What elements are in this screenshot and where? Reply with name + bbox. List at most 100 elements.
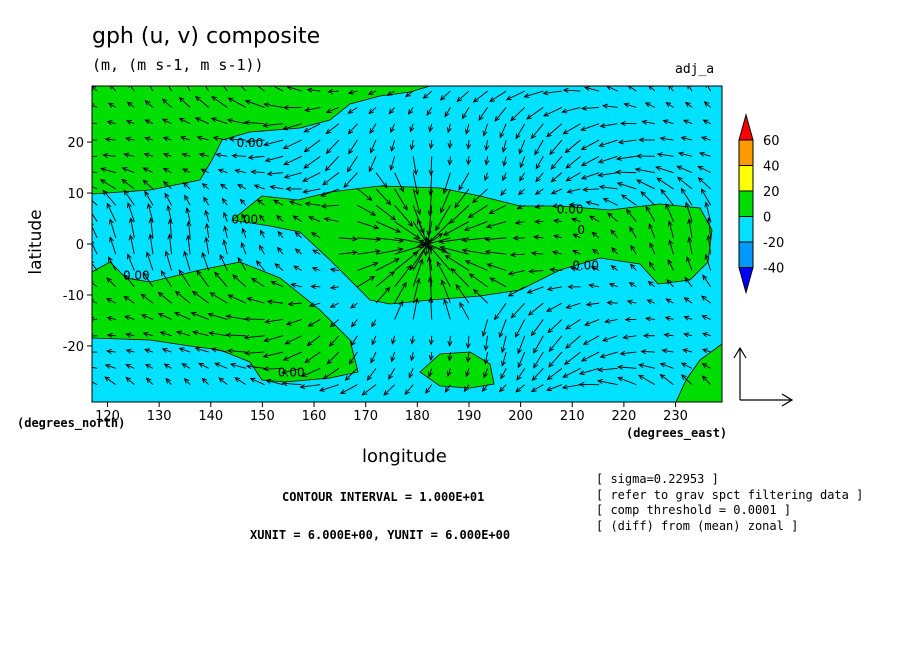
wind-vector-head	[181, 168, 188, 174]
wind-vector-head	[144, 100, 151, 106]
wind-vector	[357, 237, 381, 241]
wind-vector	[482, 384, 488, 392]
wind-vector-head	[179, 136, 186, 141]
wind-vector	[92, 282, 98, 288]
wind-vector-head	[591, 231, 598, 238]
wind-vector-head	[125, 332, 132, 338]
wind-vector-head	[240, 241, 246, 248]
wind-vector-head	[550, 176, 557, 183]
wind-vector	[394, 221, 420, 239]
wind-vector	[598, 367, 618, 371]
wind-vector-head	[395, 227, 402, 233]
wind-vector	[589, 215, 600, 222]
wind-vector	[201, 168, 209, 174]
wind-vector-head	[528, 268, 535, 274]
wind-vector-head	[602, 336, 609, 342]
y-tick-label: 0	[76, 238, 84, 253]
wind-vector-head	[161, 118, 168, 124]
wind-vector	[426, 237, 433, 271]
wind-vector-head	[562, 129, 569, 135]
wind-vector	[303, 188, 321, 193]
wind-vector	[665, 102, 674, 108]
wind-vector	[130, 86, 135, 92]
wind-vector-head	[638, 137, 645, 143]
wind-vector-head	[389, 271, 395, 277]
wind-vector	[531, 384, 544, 392]
wind-vector-head	[393, 258, 400, 263]
wind-vector	[620, 351, 637, 355]
wind-vector-head	[157, 313, 164, 318]
wind-vector	[309, 302, 321, 307]
wind-vector	[531, 319, 544, 336]
wind-vector-head	[467, 213, 474, 219]
wind-vector	[357, 204, 376, 216]
wind-vector	[237, 184, 247, 190]
wind-vector	[645, 317, 655, 320]
wind-vector	[163, 136, 172, 141]
wind-vector-head	[125, 364, 132, 369]
wind-vector	[430, 139, 433, 149]
wind-vector-head	[623, 102, 630, 108]
wind-vector	[348, 90, 358, 94]
wind-vector-head	[302, 177, 309, 182]
y-axis-units: (degrees_north)	[17, 416, 126, 430]
wind-vector-head	[565, 304, 572, 309]
contour-label: 0.00	[557, 202, 584, 216]
wind-vector	[565, 319, 581, 330]
wind-vector-head	[466, 159, 472, 166]
wind-vector-head	[263, 141, 270, 147]
wind-vector	[324, 218, 339, 223]
wind-vector	[681, 137, 693, 141]
wind-vector-head	[374, 249, 381, 255]
wind-vector	[302, 172, 321, 182]
wind-vector	[292, 215, 302, 222]
wind-vector-head	[163, 363, 170, 369]
wind-vector	[485, 139, 489, 151]
wind-vector-head	[701, 188, 706, 195]
wind-vector-head	[568, 202, 575, 208]
wind-vector-head	[304, 201, 311, 207]
wind-vector-head	[196, 135, 203, 141]
wind-vector	[683, 119, 693, 125]
wind-vector	[600, 123, 618, 127]
wind-vector-head	[178, 347, 185, 353]
wind-vector	[410, 123, 414, 132]
wind-vector	[467, 156, 470, 165]
wind-vector	[617, 182, 637, 190]
wind-vector-head	[219, 183, 226, 189]
wind-vector	[312, 249, 321, 255]
wind-vector-head	[526, 114, 533, 120]
wind-vector	[508, 286, 525, 297]
wind-vector-head	[501, 146, 507, 153]
wind-vector-head	[343, 182, 349, 189]
wind-vector	[343, 172, 358, 188]
wind-vector-head	[142, 167, 149, 173]
wind-vector	[705, 254, 712, 271]
wind-vector	[546, 123, 563, 138]
wind-vector-head	[585, 200, 592, 206]
wind-vector-head	[551, 203, 558, 209]
wind-vector	[367, 368, 377, 381]
wind-vector-head	[82, 154, 87, 158]
wind-vector	[430, 351, 433, 361]
wind-vector	[485, 156, 489, 165]
wind-vector-head	[438, 239, 445, 245]
wind-vector-head	[418, 239, 425, 245]
wind-vector-head	[204, 236, 210, 243]
wind-vector	[184, 378, 191, 385]
wind-vector-head	[211, 96, 218, 102]
wind-vector	[657, 153, 674, 157]
wind-vector-head	[369, 128, 375, 134]
wind-vector	[447, 368, 451, 377]
wind-vector-head	[680, 136, 687, 141]
wind-vector	[550, 156, 563, 170]
wind-vector-head	[442, 188, 448, 195]
wind-vector-head	[505, 95, 512, 101]
wind-vector-head	[167, 233, 173, 240]
wind-vector-head	[527, 310, 534, 316]
wind-vector	[412, 188, 421, 215]
wind-vector-head	[578, 381, 585, 388]
wind-vector-head	[424, 236, 430, 243]
wind-vector	[394, 301, 403, 320]
wind-vector	[338, 251, 357, 255]
